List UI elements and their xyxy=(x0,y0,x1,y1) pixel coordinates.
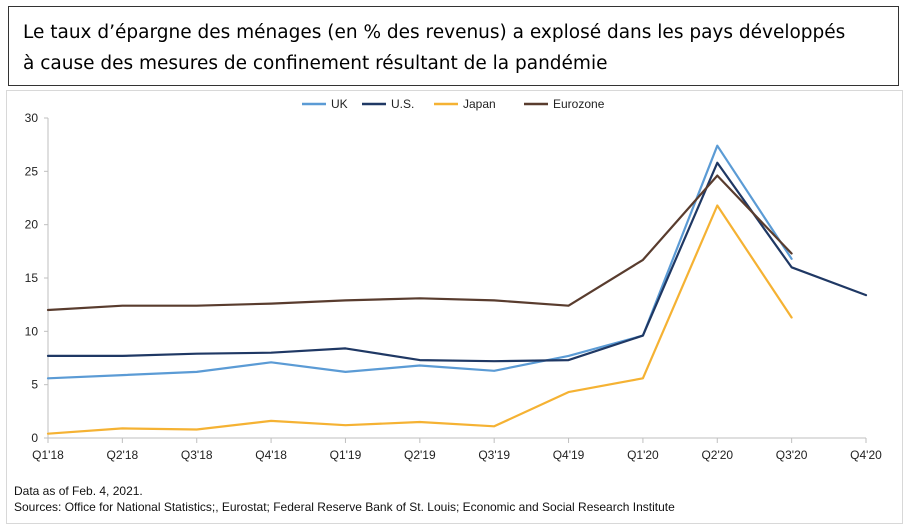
series-line-japan xyxy=(46,204,793,435)
chart-legend: UK U.S. Japan Eurozone xyxy=(302,97,605,111)
legend-label: UK xyxy=(331,97,348,111)
y-tick-label: 25 xyxy=(25,164,39,178)
y-tick-label: 20 xyxy=(25,218,39,232)
y-tick-label: 30 xyxy=(25,111,39,125)
y-tick-label: 5 xyxy=(31,378,38,392)
legend-label: U.S. xyxy=(391,97,414,111)
sources-note: Sources: Office for National Statistics;… xyxy=(14,500,675,514)
x-tick-label: Q3'20 xyxy=(776,448,808,462)
x-tick-label: Q1'18 xyxy=(32,448,64,462)
x-tick-label: Q2'18 xyxy=(107,448,139,462)
series-line-eurozone xyxy=(46,174,793,312)
series-line-us xyxy=(46,161,868,363)
y-tick-label: 15 xyxy=(25,271,39,285)
series-line-uk xyxy=(46,144,793,380)
legend-label: Japan xyxy=(463,97,496,111)
x-tick-label: Q2'20 xyxy=(701,448,733,462)
chart-title-line-1: Le taux d’épargne des ménages (en % des … xyxy=(23,22,846,43)
x-tick-label: Q1'19 xyxy=(330,448,362,462)
y-axis: 0 5 10 15 20 25 30 xyxy=(25,111,49,445)
x-tick-label: Q4'19 xyxy=(553,448,585,462)
y-tick-label: 0 xyxy=(31,431,38,445)
title-box: Le taux d’épargne des ménages (en % des … xyxy=(8,6,899,86)
legend-label: Eurozone xyxy=(553,97,605,111)
data-date-note: Data as of Feb. 4, 2021. xyxy=(14,484,143,498)
series-lines xyxy=(46,144,868,435)
x-tick-label: Q3'19 xyxy=(478,448,510,462)
x-tick-label: Q4'20 xyxy=(850,448,882,462)
y-tick-label: 10 xyxy=(25,324,39,338)
x-tick-label: Q3'18 xyxy=(181,448,213,462)
x-tick-label: Q1'20 xyxy=(627,448,659,462)
chart-title-line-2: à cause des mesures de confinement résul… xyxy=(23,53,608,74)
chart-frame xyxy=(6,90,903,524)
x-tick-label: Q4'18 xyxy=(255,448,287,462)
x-tick-label: Q2'19 xyxy=(404,448,436,462)
x-axis: Q1'18 Q2'18 Q3'18 Q4'18 Q1'19 Q2'19 Q3'19 Q4'19… xyxy=(32,437,882,462)
